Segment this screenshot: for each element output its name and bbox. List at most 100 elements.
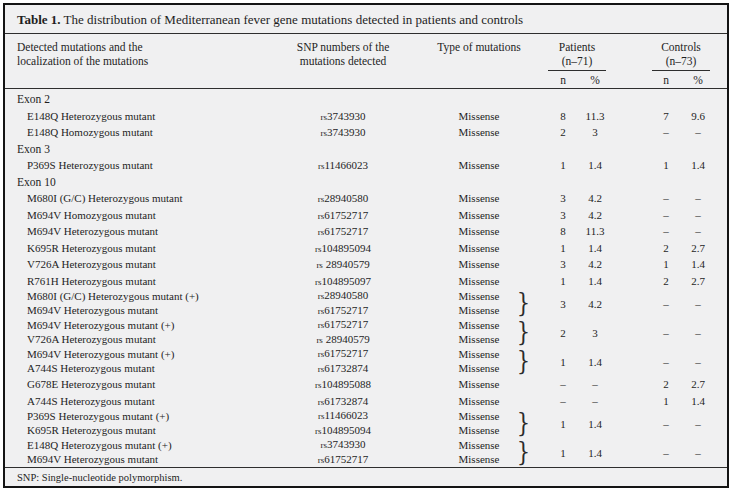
patients-n-value: – — [545, 378, 581, 390]
rs-prefix: rs — [321, 112, 328, 122]
table-title: Table 1. The distribution of Mediterrane… — [5, 5, 727, 34]
patients-n-value: 2 — [545, 126, 581, 138]
rs-prefix: rs — [318, 291, 325, 301]
controls-n-value: – — [649, 192, 683, 204]
snp-value: rs 28940579 — [273, 258, 413, 270]
mutation-type: Missense — [413, 110, 545, 122]
table-row: M680I (G/C) Heterozygous mutantrs2894058… — [5, 190, 727, 207]
mutation-name: M694V Heterozygous mutant — [27, 453, 273, 467]
controls-n-value: – — [649, 225, 683, 237]
controls-group-label: Controls — [649, 40, 713, 54]
controls-group-count: (n–73) — [649, 54, 713, 68]
snp-cell: rs11466023 — [273, 159, 413, 171]
mutation-name: V726A Heterozygous mutant — [27, 258, 273, 270]
controls-pct-value: – — [683, 327, 713, 339]
patients-n-value: 3 — [545, 209, 581, 221]
snp-value: rs61752717 — [273, 225, 413, 237]
mutation-name: P369S Heterozygous mutant (+) — [27, 410, 273, 424]
patients-pct-value: 4.2 — [581, 209, 609, 221]
patients-pct-value: 4.2 — [581, 298, 609, 310]
snp-value: rs61752717 — [273, 318, 413, 333]
mutation-cell: G678E Heterozygous mutant — [5, 378, 273, 390]
patients-subcol-n: n — [545, 74, 581, 86]
controls-n-value: – — [649, 298, 683, 310]
column-header-mutations-line2: localization of the mutations — [17, 54, 273, 68]
rs-prefix: rs — [316, 335, 323, 345]
patients-n-value: 1 — [545, 447, 581, 459]
mutation-name: M694V Heterozygous mutant — [27, 304, 273, 318]
mutation-cell: A744S Heterozygous mutant — [5, 395, 273, 407]
rs-prefix: rs — [318, 306, 325, 316]
controls-pct-value: 1.4 — [683, 159, 713, 171]
mutation-name: E148Q Homozygous mutant — [27, 126, 273, 138]
table-row: V726A Heterozygous mutantrs 28940579Miss… — [5, 256, 727, 273]
snp-value: rs28940580 — [273, 289, 413, 304]
table-row: M694V Heterozygous mutant (+)V726A Heter… — [5, 318, 727, 347]
column-header-mutations-line1: Detected mutations and the — [17, 40, 273, 54]
patients-n-value: – — [545, 395, 581, 407]
table-title-label: Table 1. — [17, 12, 61, 27]
table-row: M694V Homozygous mutantrs61752717Missens… — [5, 207, 727, 224]
mutation-type: Missense — [413, 159, 545, 171]
controls-pct-value: 2.7 — [683, 242, 713, 254]
patients-n-value: 3 — [545, 258, 581, 270]
snp-cell: rs61732874 — [273, 395, 413, 407]
controls-n-value: 2 — [649, 275, 683, 287]
table-row: R761H Heterozygous mutantrs104895097Miss… — [5, 273, 727, 290]
controls-n-value: – — [649, 418, 683, 430]
mutation-type: Missense — [413, 258, 545, 270]
snp-cell: rs3743930 — [273, 110, 413, 122]
snp-cell: rs104895097 — [273, 275, 413, 287]
rs-prefix: rs — [318, 211, 325, 221]
type-cell: Missense — [413, 225, 545, 237]
snp-value: rs3743930 — [273, 110, 413, 122]
snp-value: rs61752717 — [273, 453, 413, 468]
mutation-cell: R761H Heterozygous mutant — [5, 275, 273, 287]
type-cell: Missense — [413, 395, 545, 407]
rs-prefix: rs — [318, 411, 325, 421]
snp-value: rs3743930 — [273, 126, 413, 138]
mutation-type: Missense — [413, 209, 545, 221]
snp-cell: rs61752717rs61732874 — [273, 347, 413, 376]
table-footnote: SNP: Single-nucleotide polymorphism. — [5, 467, 727, 488]
controls-subcol-pct: % — [683, 74, 713, 86]
patients-group-count: (n–71) — [545, 54, 609, 68]
mutation-name: M694V Heterozygous mutant (+) — [27, 348, 273, 362]
rs-prefix: rs — [315, 426, 322, 436]
controls-pct-value: – — [683, 209, 713, 221]
rs-prefix: rs — [318, 349, 325, 359]
controls-n-value: 2 — [649, 242, 683, 254]
patients-group-label: Patients — [545, 40, 609, 54]
mutation-cell: M694V Heterozygous mutant (+)V726A Heter… — [5, 319, 273, 346]
controls-n-value: 1 — [649, 159, 683, 171]
column-header-type: Type of mutations — [413, 40, 545, 88]
header-spacer — [609, 40, 649, 88]
patients-pct-value: 3 — [581, 327, 609, 339]
snp-value: rs104895094 — [273, 242, 413, 254]
mutation-name: A744S Heterozygous mutant — [27, 362, 273, 376]
type-cell: MissenseMissense} — [413, 319, 545, 346]
snp-value: rs61732874 — [273, 395, 413, 407]
controls-n-value: – — [649, 356, 683, 368]
mutation-cell: E148Q Homozygous mutant — [5, 126, 273, 138]
type-cell: MissenseMissense} — [413, 290, 545, 317]
patients-n-value: 8 — [545, 225, 581, 237]
rs-prefix: rs — [318, 320, 325, 330]
rs-prefix: rs — [318, 194, 325, 204]
table-row: M694V Heterozygous mutantrs61752717Misse… — [5, 223, 727, 240]
snp-cell: rs61752717 — [273, 209, 413, 221]
controls-n-value: 7 — [649, 110, 683, 122]
column-header-snp-line2: mutations detected — [273, 54, 413, 68]
controls-n-value: – — [649, 126, 683, 138]
rs-prefix: rs — [316, 260, 323, 270]
snp-cell: rs104895094 — [273, 242, 413, 254]
mutation-type: Missense — [413, 242, 545, 254]
snp-value: rs3743930 — [273, 438, 413, 453]
rs-prefix: rs — [315, 277, 322, 287]
patients-pct-value: 1.4 — [581, 159, 609, 171]
controls-n-value: – — [649, 209, 683, 221]
patients-group-header: Patients (n–71) n % — [545, 40, 609, 88]
mutation-cell: M694V Homozygous mutant — [5, 209, 273, 221]
rs-prefix: rs — [318, 364, 325, 374]
type-cell: Missense — [413, 275, 545, 287]
